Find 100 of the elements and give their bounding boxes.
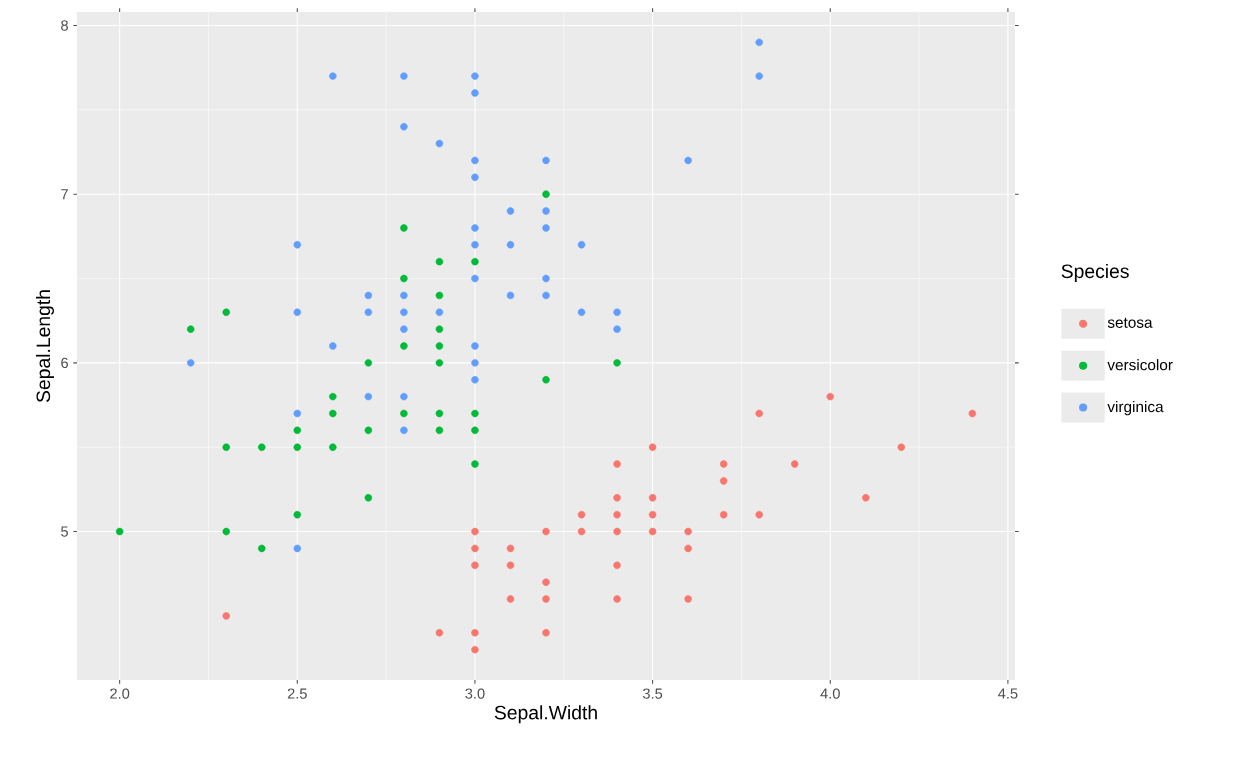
point <box>613 595 621 603</box>
point <box>471 561 479 570</box>
point <box>293 409 302 418</box>
point <box>329 342 337 350</box>
point <box>471 156 479 165</box>
x-tick-label: 3.5 <box>642 688 663 699</box>
point <box>471 342 479 350</box>
point <box>222 443 230 451</box>
point <box>293 426 302 435</box>
point <box>542 224 550 232</box>
x-tick-label: 2.0 <box>110 688 130 699</box>
point <box>648 443 657 451</box>
x-tick-label: 4.0 <box>820 688 840 699</box>
point <box>471 376 479 384</box>
point <box>542 207 550 215</box>
point <box>542 595 550 603</box>
point <box>186 325 195 333</box>
point <box>435 342 444 350</box>
point <box>435 257 444 266</box>
point <box>684 544 692 553</box>
point <box>755 72 763 80</box>
point <box>542 156 550 165</box>
point <box>400 122 408 131</box>
point <box>506 544 515 553</box>
point <box>400 72 408 80</box>
point <box>400 325 408 333</box>
point <box>258 544 266 553</box>
point <box>471 409 479 418</box>
point <box>648 494 657 502</box>
x-tick-label: 4.5 <box>998 688 1018 699</box>
x-axis-title: Sepal.Width <box>494 705 597 724</box>
point <box>400 409 408 418</box>
point <box>471 527 479 536</box>
point <box>897 443 906 451</box>
point <box>506 241 515 249</box>
y-axis-title: Sepal.Length <box>35 290 54 403</box>
point <box>293 241 302 249</box>
point <box>648 510 657 519</box>
point <box>613 460 621 468</box>
x-tick-label: 2.5 <box>287 688 307 699</box>
point <box>577 241 586 249</box>
point <box>400 392 408 401</box>
point <box>293 510 302 519</box>
point <box>577 308 586 316</box>
point <box>719 477 728 485</box>
point <box>400 274 408 283</box>
point <box>471 359 479 367</box>
point <box>471 460 479 468</box>
point <box>364 308 373 316</box>
point <box>862 494 870 502</box>
point <box>684 595 692 603</box>
point <box>755 38 763 47</box>
point <box>506 561 515 570</box>
point <box>115 527 124 536</box>
point <box>435 359 444 367</box>
point <box>790 460 799 468</box>
point <box>613 527 621 536</box>
point <box>329 72 337 80</box>
point <box>471 257 479 266</box>
point <box>400 426 408 435</box>
legend-label: setosa <box>1107 317 1153 328</box>
point <box>471 224 479 232</box>
point <box>435 139 444 148</box>
point <box>613 308 621 316</box>
point <box>613 325 621 333</box>
point <box>222 612 230 620</box>
y-tick-label: 6 <box>61 357 68 369</box>
point <box>542 291 550 300</box>
point <box>364 392 373 401</box>
point <box>293 544 302 553</box>
legend-label: versicolor <box>1107 359 1173 371</box>
point <box>435 629 444 637</box>
point <box>506 207 515 215</box>
x-tick-label: 3.0 <box>465 688 485 699</box>
point <box>293 308 302 316</box>
point <box>329 409 337 418</box>
point <box>222 308 230 316</box>
point <box>435 291 444 300</box>
point <box>471 173 479 182</box>
point <box>364 494 373 502</box>
y-tick-label: 7 <box>61 189 68 200</box>
point <box>471 544 479 553</box>
point <box>613 494 621 502</box>
point <box>471 241 479 249</box>
point <box>613 359 621 367</box>
point <box>719 510 728 519</box>
point <box>186 359 195 367</box>
point <box>471 426 479 435</box>
point <box>684 527 692 536</box>
point <box>968 409 977 418</box>
point <box>329 392 337 401</box>
y-tick-label: 8 <box>61 20 68 31</box>
point <box>613 561 621 570</box>
point <box>471 72 479 80</box>
point <box>471 629 479 637</box>
point <box>364 291 373 300</box>
legend-label: virginica <box>1107 400 1164 416</box>
point <box>542 376 550 384</box>
point <box>435 325 444 333</box>
point <box>400 291 408 300</box>
